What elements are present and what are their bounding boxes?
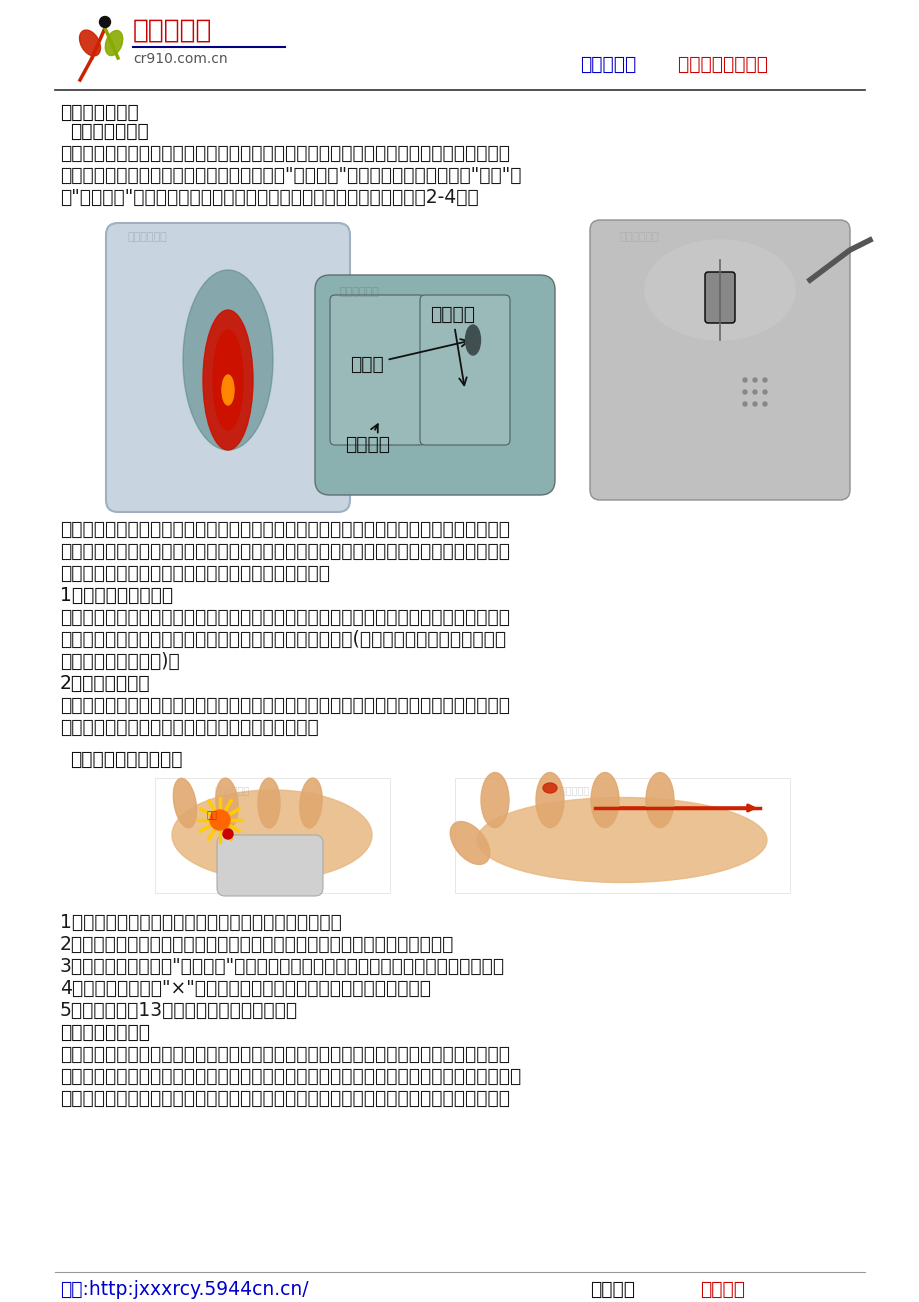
Ellipse shape [221, 375, 233, 405]
Circle shape [762, 391, 766, 395]
Text: 先移动光标到对准对象，按下左键不要松开，通过移动鼠标将对象移到预定位置，然后松开: 先移动光标到对准对象，按下左键不要松开，通过移动鼠标将对象移到预定位置，然后松开 [60, 697, 509, 715]
FancyBboxPatch shape [420, 296, 509, 445]
Circle shape [210, 810, 230, 829]
Text: 网址:http:jxxxrcy.5944cn.cn/: 网址:http:jxxxrcy.5944cn.cn/ [60, 1280, 308, 1299]
Circle shape [752, 378, 756, 381]
Text: 欢迎您来: 欢迎您来 [589, 1280, 634, 1299]
Ellipse shape [536, 772, 563, 828]
Text: 免费下载: 免费下载 [699, 1280, 744, 1299]
FancyBboxPatch shape [455, 779, 789, 893]
Text: 3．将鼠标移动到图标"我的电脑"上，快速点两下鼠标左键，看一看，发生了什么现象。: 3．将鼠标移动到图标"我的电脑"上，快速点两下鼠标左键，看一看，发生了什么现象。 [60, 957, 505, 976]
FancyBboxPatch shape [217, 835, 323, 896]
Ellipse shape [300, 779, 322, 828]
Text: 四川省教科所: 四川省教科所 [128, 232, 167, 242]
Text: 小滚轮: 小滚轮 [349, 339, 468, 374]
Circle shape [222, 829, 233, 838]
Text: 同样如此。我们最后也要让电脑把眼晴闭上，要不然电脑就休息不好，他会生气的。同学们，: 同样如此。我们最后也要让电脑把眼晴闭上，要不然电脑就休息不好，他会生气的。同学们… [60, 1068, 521, 1086]
Ellipse shape [173, 779, 197, 828]
Ellipse shape [216, 779, 238, 828]
Text: 四川省教科所: 四川省教科所 [619, 232, 659, 242]
Text: 鼠标右键: 鼠标右键 [429, 305, 474, 385]
Ellipse shape [183, 270, 273, 450]
Text: 左键，这样您可以将一个对象由一处移动到另一处。: 左键，这样您可以将一个对象由一处移动到另一处。 [60, 717, 318, 737]
Circle shape [743, 378, 746, 381]
Text: 丛蓉教辅园: 丛蓉教辅园 [133, 18, 212, 44]
Circle shape [99, 17, 110, 27]
Ellipse shape [213, 329, 243, 430]
Text: （二）试一试，想一想: （二）试一试，想一想 [70, 750, 182, 769]
FancyBboxPatch shape [330, 296, 425, 445]
Ellipse shape [465, 326, 480, 355]
Ellipse shape [476, 798, 766, 883]
Ellipse shape [172, 790, 371, 880]
Text: cr910.com.cn: cr910.com.cn [133, 52, 227, 66]
Text: 2、鼠标拖动动作: 2、鼠标拖动动作 [60, 674, 151, 693]
Text: 丛蓉教辅园: 丛蓉教辅园 [579, 55, 636, 74]
Ellipse shape [449, 822, 489, 865]
Text: （一）教师讲解: （一）教师讲解 [70, 122, 149, 141]
Ellipse shape [590, 772, 618, 828]
Text: 看看，鼠标上有两个长得有点像小老鼠耳朵的两个键：左边的一个我们把它叫做鼠标左键；: 看看，鼠标上有两个长得有点像小老鼠耳朵的两个键：左边的一个我们把它叫做鼠标左键； [60, 542, 509, 561]
FancyBboxPatch shape [314, 275, 554, 495]
Ellipse shape [221, 350, 235, 410]
Text: 4．再把鼠标移动到"×"按钮上，单击鼠标左键，你又看到了什么现象？: 4．再把鼠标移动到"×"按钮上，单击鼠标左键，你又看到了什么现象？ [60, 979, 430, 999]
Ellipse shape [645, 772, 674, 828]
Text: 四川省教科所: 四川省教科所 [215, 785, 250, 796]
Text: 四川省教科所: 四川省教科所 [340, 286, 380, 297]
Text: 四、跟我学关机。: 四、跟我学关机。 [60, 1023, 150, 1042]
Text: 手握鼠标，不要太紧，就像把手放在自己的膝盖上一样，使鼠标的后半部分恰好在掌下，食: 手握鼠标，不要太紧，就像把手放在自己的膝盖上一样，使鼠标的后半部分恰好在掌下，食 [60, 608, 509, 628]
Circle shape [762, 402, 766, 406]
Text: 小朋友早上起来的第一件事是睁开眼晴，那上床后我们会把眼晴闭上。然后开始休息。电脑: 小朋友早上起来的第一件事是睁开眼晴，那上床后我们会把眼晴闭上。然后开始休息。电脑 [60, 1046, 509, 1064]
FancyBboxPatch shape [704, 272, 734, 323]
Text: 三、与鼠标交友: 三、与鼠标交友 [60, 103, 139, 122]
Text: 那么右边的一个我们把它叫做鼠标的右键。能记住吗？: 那么右边的一个我们把它叫做鼠标的右键。能记住吗？ [60, 564, 330, 583]
Text: 同学们第一次与计算机玩，就要学习与鼠标交朋友，因为计算机最听鼠标的话。鼠标的品种: 同学们第一次与计算机玩，就要学习与鼠标交朋友，因为计算机最听鼠标的话。鼠标的品种 [60, 145, 509, 163]
Circle shape [743, 391, 746, 395]
Text: 2．将鼠标移动到桌面一个图标上，点一下鼠标左键，你看到图标有什么变化？: 2．将鼠标移动到桌面一个图标上，点一下鼠标左键，你看到图标有什么变化？ [60, 935, 454, 954]
Text: 和形状非常多。有的鼠标下面有一个小球，叫"机械鼠标"；有的下面有一个发光的"小灯"，: 和形状非常多。有的鼠标下面有一个小球，叫"机械鼠标"；有的下面有一个发光的"小灯… [60, 165, 521, 185]
Text: 快下课了，我们该与计算机说再见了，看老师操作，欢迎下次再来，希望你能成为计算机的: 快下课了，我们该与计算机说再见了，看老师操作，欢迎下次再来，希望你能成为计算机的 [60, 1088, 509, 1108]
Circle shape [762, 378, 766, 381]
Text: 1、握鼠标的基本姿势: 1、握鼠标的基本姿势 [60, 586, 173, 605]
Ellipse shape [257, 779, 279, 828]
Text: 鼠标左键: 鼠标左键 [345, 424, 390, 454]
Ellipse shape [644, 240, 794, 340]
Ellipse shape [481, 772, 508, 828]
Text: 外一个同学也试一下)。: 外一个同学也试一下)。 [60, 652, 179, 671]
FancyBboxPatch shape [589, 220, 849, 500]
Text: 叫"光电鼠标"。鼠标上面有左右两个按钮，有的中间还有一个小滚轮（图2-4）。: 叫"光电鼠标"。鼠标上面有左右两个按钮，有的中间还有一个小滚轮（图2-4）。 [60, 187, 478, 207]
Ellipse shape [105, 30, 122, 56]
Text: 指和中指分别轻放在左右按键上，拇指和无名指轻夹两侧。(先请一个同学试一下。再请另: 指和中指分别轻放在左右按键上，拇指和无名指轻夹两侧。(先请一个同学试一下。再请另 [60, 630, 505, 648]
Text: 1．上、下、左、右移动鼠标，看看鼠标指针怎么移动。: 1．上、下、左、右移动鼠标，看看鼠标指针怎么移动。 [60, 913, 342, 932]
Ellipse shape [79, 30, 100, 56]
Circle shape [743, 402, 746, 406]
Text: 光电鼠标现在请同学们看看你的鼠标是什么样子，再摸一摸，感觉一下你手里的鼠标。大家: 光电鼠标现在请同学们看看你的鼠标是什么样子，再摸一摸，感觉一下你手里的鼠标。大家 [60, 519, 509, 539]
Text: 5．你能照书上13页的样子摆图吗？试试吧。: 5．你能照书上13页的样子摆图吗？试试吧。 [60, 1001, 298, 1019]
Ellipse shape [203, 310, 253, 450]
FancyBboxPatch shape [154, 779, 390, 893]
Ellipse shape [542, 783, 556, 793]
Text: 咔哒: 咔哒 [207, 811, 217, 820]
Circle shape [752, 391, 756, 395]
Circle shape [752, 402, 756, 406]
FancyBboxPatch shape [106, 223, 349, 512]
Text: 教辅资源免费下载: 教辅资源免费下载 [659, 55, 767, 74]
Text: 四川省教科所: 四川省教科所 [554, 785, 590, 796]
